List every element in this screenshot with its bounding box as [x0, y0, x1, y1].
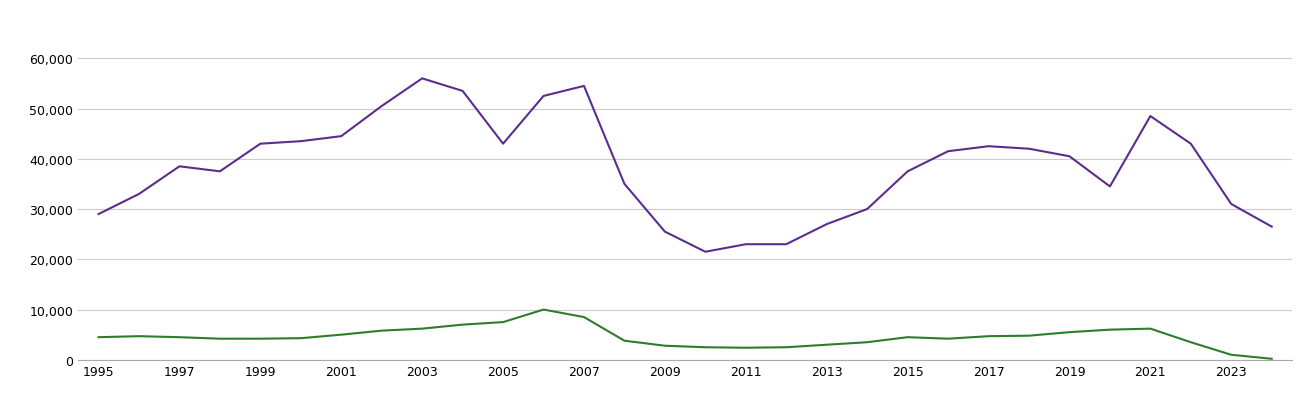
A newly built property — [454, 322, 470, 327]
A newly built property — [172, 335, 188, 340]
An established property — [536, 94, 552, 99]
A newly built property — [253, 337, 269, 342]
A newly built property — [1061, 330, 1077, 335]
A newly built property — [294, 336, 309, 341]
An established property — [1224, 202, 1240, 207]
A newly built property — [981, 334, 997, 339]
An established property — [454, 89, 470, 94]
A newly built property — [778, 345, 793, 350]
An established property — [818, 222, 834, 227]
A newly built property — [941, 337, 957, 342]
A newly built property — [1142, 326, 1158, 331]
An established property — [577, 84, 592, 89]
A newly built property — [536, 307, 552, 312]
A newly built property — [1022, 333, 1037, 338]
A newly built property — [900, 335, 916, 340]
A newly built property — [414, 326, 429, 331]
An established property — [130, 192, 146, 197]
A newly built property — [1224, 353, 1240, 357]
An established property — [698, 249, 714, 254]
A newly built property — [577, 315, 592, 320]
A newly built property — [860, 340, 876, 345]
A newly built property — [130, 334, 146, 339]
An established property — [1061, 155, 1077, 160]
An established property — [414, 77, 429, 82]
A newly built property — [818, 342, 834, 347]
A newly built property — [698, 345, 714, 350]
An established property — [860, 207, 876, 212]
An established property — [941, 149, 957, 154]
Line: A newly built property: A newly built property — [98, 310, 1272, 359]
An established property — [495, 142, 510, 147]
An established property — [1265, 225, 1280, 229]
A newly built property — [213, 337, 228, 342]
An established property — [172, 164, 188, 169]
A newly built property — [1182, 340, 1198, 345]
A newly built property — [658, 344, 673, 348]
An established property — [90, 212, 106, 217]
A newly built property — [617, 338, 633, 343]
A newly built property — [334, 333, 350, 337]
An established property — [253, 142, 269, 147]
An established property — [334, 135, 350, 139]
An established property — [294, 139, 309, 144]
An established property — [1142, 114, 1158, 119]
A newly built property — [90, 335, 106, 340]
An established property — [778, 242, 793, 247]
A newly built property — [737, 346, 753, 351]
A newly built property — [375, 328, 390, 333]
An established property — [737, 242, 753, 247]
Line: An established property: An established property — [98, 79, 1272, 252]
An established property — [900, 169, 916, 174]
An established property — [1101, 184, 1117, 189]
An established property — [375, 104, 390, 109]
A newly built property — [495, 320, 510, 325]
An established property — [981, 144, 997, 149]
An established property — [1182, 142, 1198, 147]
An established property — [617, 182, 633, 187]
An established property — [1022, 147, 1037, 152]
An established property — [213, 169, 228, 174]
A newly built property — [1265, 357, 1280, 362]
A newly built property — [1101, 327, 1117, 332]
An established property — [658, 229, 673, 234]
